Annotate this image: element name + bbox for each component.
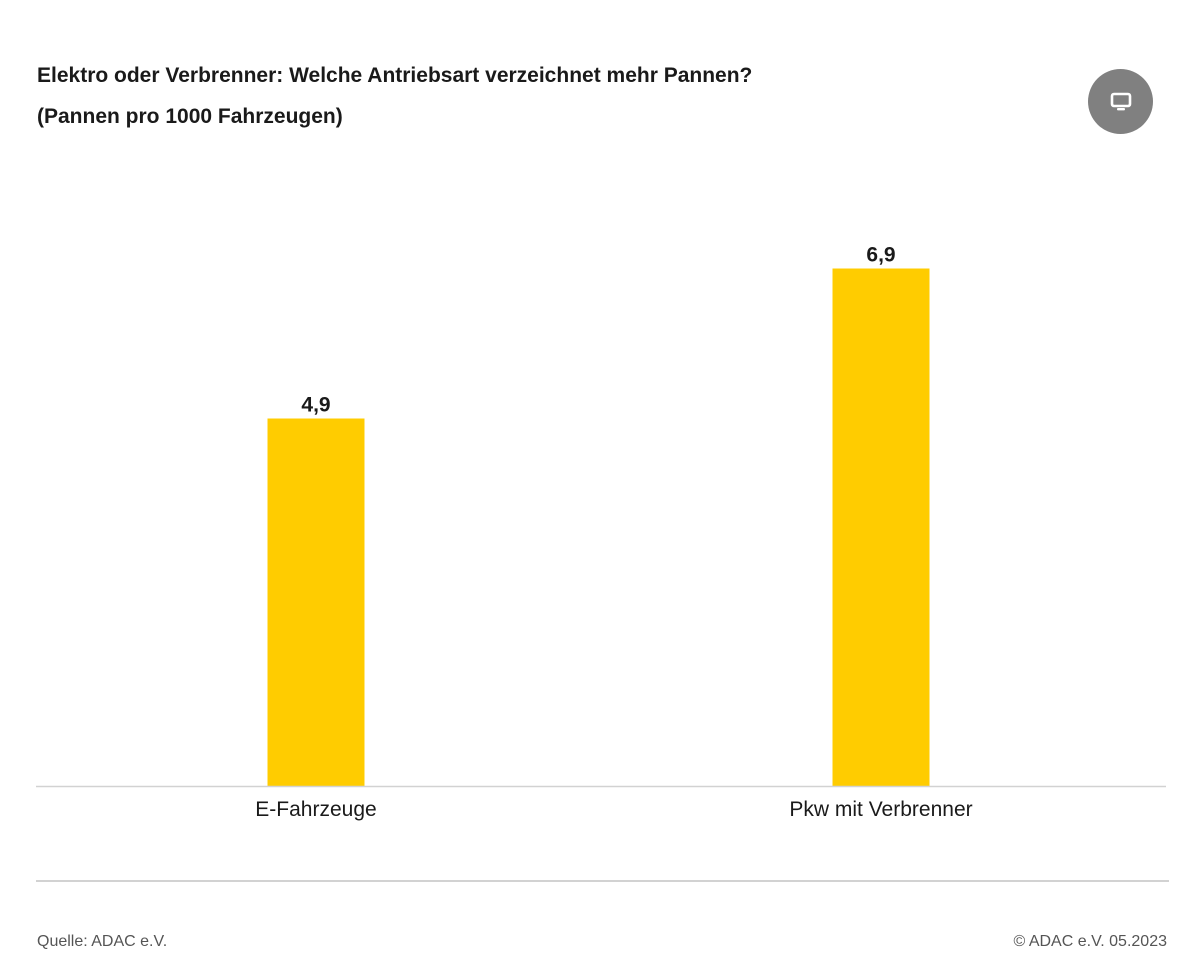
monitor-icon xyxy=(1110,92,1131,110)
bar-chart: 4,9 E-Fahrzeuge 6,9 Pkw mit Verbrenner xyxy=(36,244,1166,821)
x-tick-label: Pkw mit Verbrenner xyxy=(789,798,972,821)
source-note: Quelle: ADAC e.V. xyxy=(37,933,168,950)
x-tick-label: E-Fahrzeuge xyxy=(255,798,376,821)
chart-subtitle: (Pannen pro 1000 Fahrzeugen) xyxy=(37,105,343,128)
footer-divider xyxy=(36,880,1169,882)
display-mode-button[interactable] xyxy=(1088,69,1153,134)
chart-title: Elektro oder Verbrenner: Welche Antriebs… xyxy=(37,64,753,87)
bar-value-label: 6,9 xyxy=(866,244,895,267)
bar-value-label: 4,9 xyxy=(301,394,330,417)
bar xyxy=(267,418,365,786)
bar xyxy=(832,268,930,786)
copyright-note: © ADAC e.V. 05.2023 xyxy=(1013,933,1167,950)
